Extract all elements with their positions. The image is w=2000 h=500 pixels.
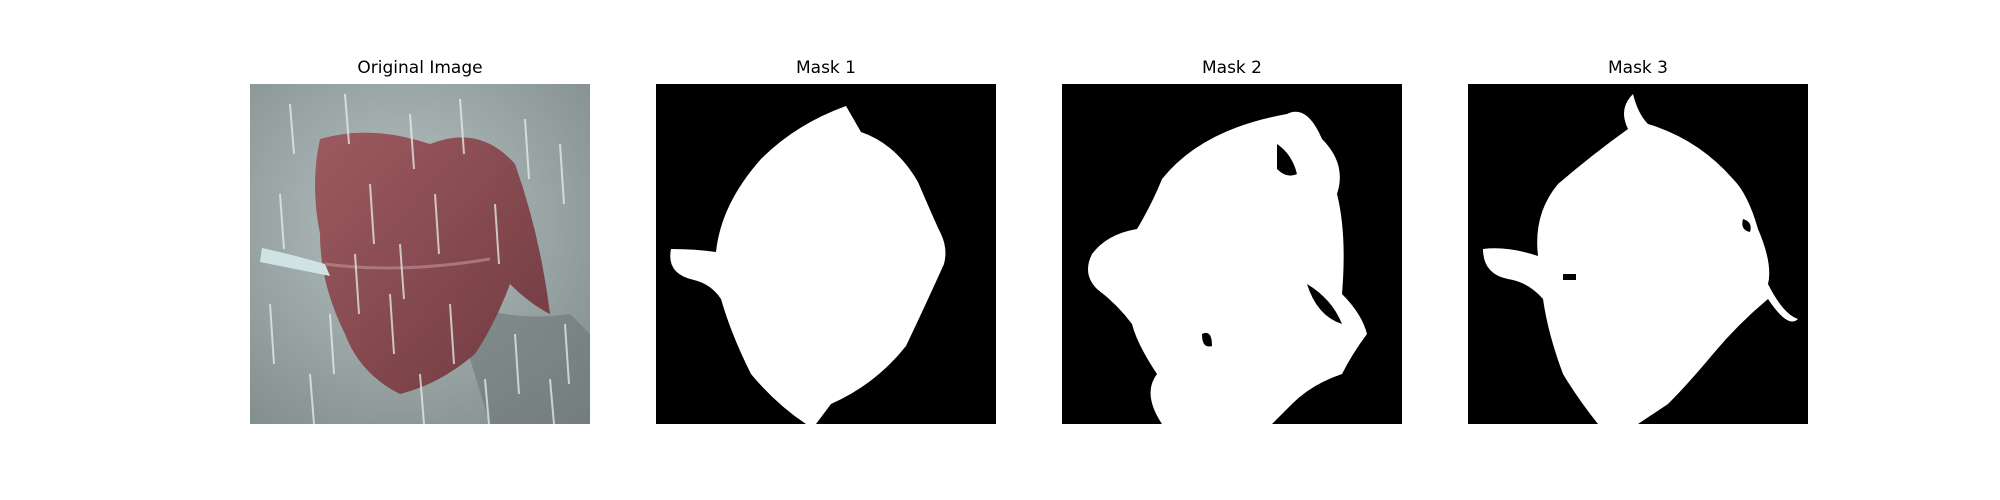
mask-1-image — [656, 84, 996, 424]
mask-3-image — [1468, 84, 1808, 424]
panel-title: Mask 1 — [795, 58, 856, 78]
mask-2-image — [1062, 84, 1402, 424]
original-leaf-image — [250, 84, 590, 424]
panel-title: Mask 2 — [1201, 58, 1262, 78]
panel-title: Original Image — [357, 58, 483, 78]
panel-title: Mask 3 — [1607, 58, 1668, 78]
